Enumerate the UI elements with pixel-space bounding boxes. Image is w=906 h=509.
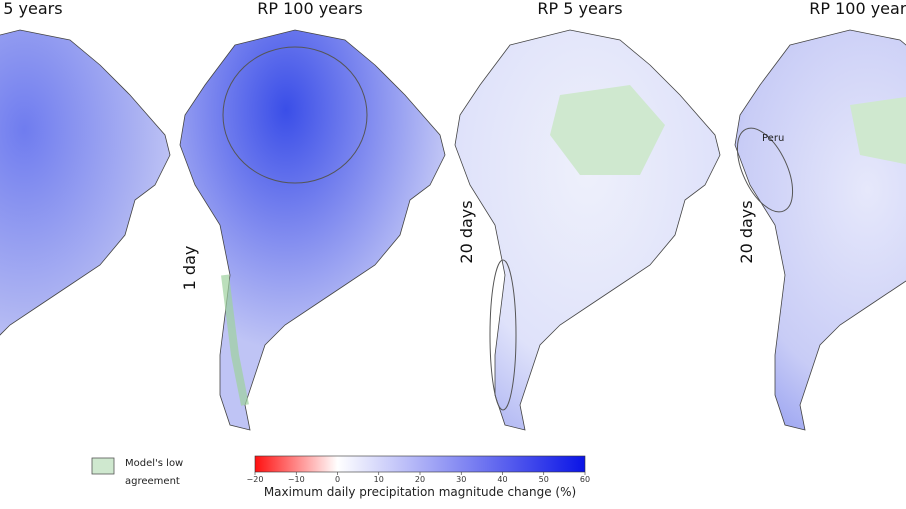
map-panel <box>454 29 721 431</box>
annotation: Peru <box>762 133 784 144</box>
side-label: 1 day <box>180 246 199 291</box>
colorbar-label: Maximum daily precipitation magnitude ch… <box>264 485 576 499</box>
side-label: 20 days <box>457 200 476 263</box>
colorbar-tick-label: 40 <box>497 475 507 484</box>
legend-text: Model's low <box>125 458 183 469</box>
panel-title: RP 5 years <box>0 0 63 18</box>
colorbar-tick-label: 60 <box>580 475 590 484</box>
colorbar-tick-label: 50 <box>539 475 549 484</box>
panel-title: RP 100 years <box>809 0 906 18</box>
colorbar: −20 −10 0 10 20 30 40 50 60 <box>247 455 590 484</box>
map-panel <box>734 29 906 431</box>
colorbar-ramp <box>254 455 586 473</box>
legend-text: agreement <box>125 476 180 487</box>
colorbar-tick-label: −20 <box>247 475 264 484</box>
legend-swatch <box>91 457 115 475</box>
panel-title: RP 100 years <box>257 0 363 18</box>
colorbar-tick-label: −10 <box>288 475 305 484</box>
colorbar-tick-label: 30 <box>456 475 466 484</box>
colorbar-tick-label: 20 <box>415 475 425 484</box>
side-label: 20 days <box>737 200 756 263</box>
panel-title: RP 5 years <box>537 0 622 18</box>
map-panel <box>0 29 171 431</box>
colorbar-tick-label: 0 <box>335 475 340 484</box>
map-panel <box>179 29 446 431</box>
colorbar-tick-label: 10 <box>374 475 384 484</box>
